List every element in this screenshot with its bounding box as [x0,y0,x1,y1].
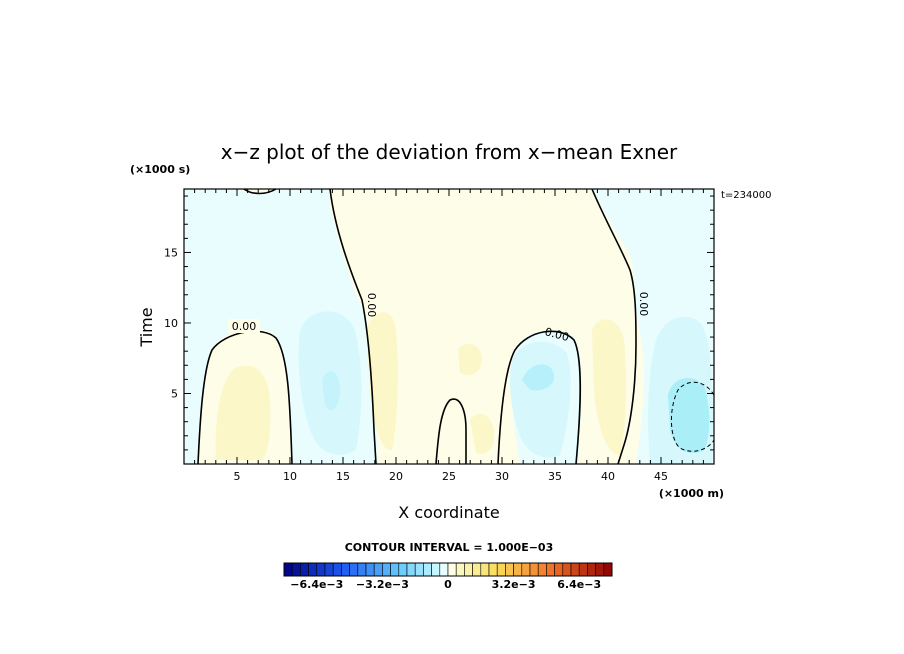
colorbar-frame [283,562,613,577]
colorbar-swatch [546,562,555,577]
field-cool-region-6 [668,377,710,454]
field-positive-plume [330,189,644,464]
colorbar-swatch [529,562,539,577]
contour-label-2: 0.00 [365,293,378,318]
colorbar-swatch [300,562,309,577]
colorbar-swatch [283,562,293,577]
x-tick-label: 5 [234,470,241,483]
field-left-warm [215,365,271,460]
colorbar-swatch [332,562,342,577]
x-tick-label: 20 [389,470,403,483]
x-axis-label: X coordinate [398,503,499,522]
colorbar-swatch [505,562,514,577]
colorbar-swatch [414,562,424,577]
x-tick-label: 10 [283,470,297,483]
colorbar-swatch [480,562,490,577]
contour-line-2 [591,189,637,464]
colorbar-swatch [398,562,408,577]
contour-line-5 [435,398,467,464]
colorbar-swatch [578,562,588,577]
x-tick-label: 30 [495,470,509,483]
colorbar-swatch [464,562,473,577]
colorbar-swatch [365,562,375,577]
colorbar: −6.4e−3 −3.2e−3 0 3.2e−3 6.4e−3 [283,562,613,591]
contour-line-4 [497,330,582,464]
colorbar-swatch [341,562,350,577]
x-tick-label: 35 [548,470,562,483]
colorbar-swatch [488,562,498,577]
colorbar-swatch [439,562,449,577]
colorbar-swatch [521,562,531,577]
x-tick-label: 15 [336,470,350,483]
colorbar-tick-label: −3.2e−3 [356,578,409,591]
contour-label-3: 0.00 [543,325,570,344]
contour-interval-label: CONTOUR INTERVAL = 1.000E−03 [345,541,554,554]
time-label: t=234000 [721,190,771,201]
colorbar-swatch [349,562,359,577]
colorbar-swatch [513,562,523,577]
colorbar-swatch [423,562,432,577]
field-cool-region-4 [522,364,555,391]
axes: 5 10 15 20 25 30 35 40 45 5 10 15 [164,188,715,483]
x-tick-label: 25 [442,470,456,483]
colorbar-swatch [316,562,326,577]
colorbar-tick-label: 0 [444,578,452,591]
contour-label-bg-1 [228,319,260,333]
colorbar-swatch [562,562,572,577]
colorbar-swatch [554,562,564,577]
contour-line-1 [329,189,377,464]
field-warm-streak-4 [470,414,495,454]
field-warm-streak-3 [592,319,627,455]
field-cool-region-3 [510,341,571,458]
colorbar-tick-label: 3.2e−3 [492,578,536,591]
y-tick-label: 10 [164,317,178,330]
field-cool-region-2 [322,371,340,410]
colorbar-swatch [472,562,482,577]
colorbar-tick-label: 6.4e−3 [557,578,601,591]
x-tick-label: 45 [654,470,668,483]
y-unit-label: (×1000 s) [130,163,190,176]
y-tick-label: 5 [171,387,178,400]
colorbar-swatch [537,562,547,577]
colorbar-swatch [447,562,457,577]
colorbar-swatch [587,562,596,577]
colorbar-swatch [373,562,383,577]
x-tick-label: 40 [601,470,615,483]
y-tick-label: 15 [164,246,178,259]
contour-line-negative [670,381,714,452]
colorbar-tick-label: −6.4e−3 [290,578,343,591]
colorbar-swatch [357,562,367,577]
colorbar-swatch [603,562,613,577]
chart-title: x−z plot of the deviation from x−mean Ex… [221,140,678,164]
colorbar-swatch [308,562,318,577]
plot-area [184,189,714,464]
colorbar-swatch [455,562,465,577]
colorbar-swatch [390,562,400,577]
y-axis-label: Time [137,307,156,347]
colorbar-swatch [570,562,580,577]
contour-label-4: 0.00 [637,292,650,317]
contour-line-6 [243,189,277,195]
colorbar-swatch [324,562,334,577]
colorbar-swatch [431,562,441,577]
colorbar-swatch [382,562,391,577]
x-unit-label: (×1000 m) [659,487,724,500]
colorbar-swatch [595,562,605,577]
colorbar-swatch [406,562,416,577]
contour-label-1: 0.00 [232,320,257,333]
field-warm-streak-2 [458,343,482,376]
colorbar-swatch [496,562,506,577]
colorbar-swatch [291,562,301,577]
